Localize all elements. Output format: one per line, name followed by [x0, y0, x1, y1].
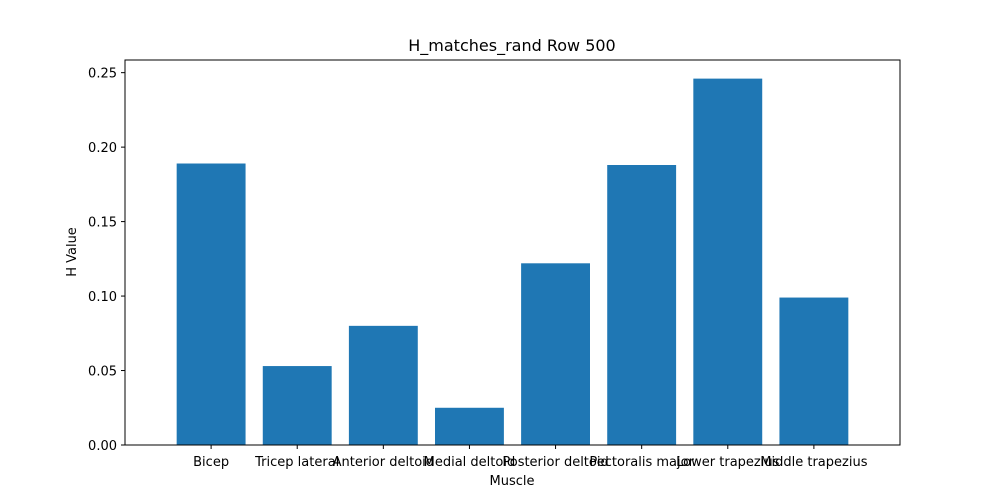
x-tick-label: Lower trapezius	[676, 455, 779, 470]
bar	[693, 78, 763, 446]
y-tick-label: 0.15	[88, 216, 117, 231]
y-tick-label: 0.20	[88, 141, 117, 156]
x-axis-title: Muscle	[490, 474, 535, 489]
bar	[262, 366, 332, 445]
bar	[607, 165, 677, 445]
x-tick-label: Bicep	[193, 455, 229, 470]
y-axis-ticks: 0.00 0.05 0.10 0.15 0.20 0.25	[88, 67, 125, 454]
bar	[435, 407, 504, 445]
bar	[521, 263, 590, 445]
x-tick-label: Medial deltoid	[424, 455, 516, 470]
plot-frame	[124, 59, 901, 446]
bars-group	[176, 78, 849, 446]
x-tick-label: Middle trapezius	[760, 455, 867, 470]
x-tick-label: Tricep lateral	[254, 455, 339, 470]
x-tick-label: Anterior deltoid	[333, 455, 434, 470]
y-tick-label: 0.05	[88, 365, 117, 380]
bar	[779, 297, 849, 445]
y-tick-label: 0.00	[88, 439, 117, 454]
bar	[176, 163, 246, 445]
x-tick-label: Posterior deltoid	[502, 455, 608, 470]
y-tick-label: 0.10	[88, 290, 117, 305]
bar	[348, 325, 418, 445]
chart-title: H_matches_rand Row 500	[408, 36, 615, 56]
x-tick-label: Pectoralis major	[589, 455, 694, 470]
y-tick-label: 0.25	[88, 67, 117, 82]
y-axis-title: H Value	[65, 227, 80, 277]
